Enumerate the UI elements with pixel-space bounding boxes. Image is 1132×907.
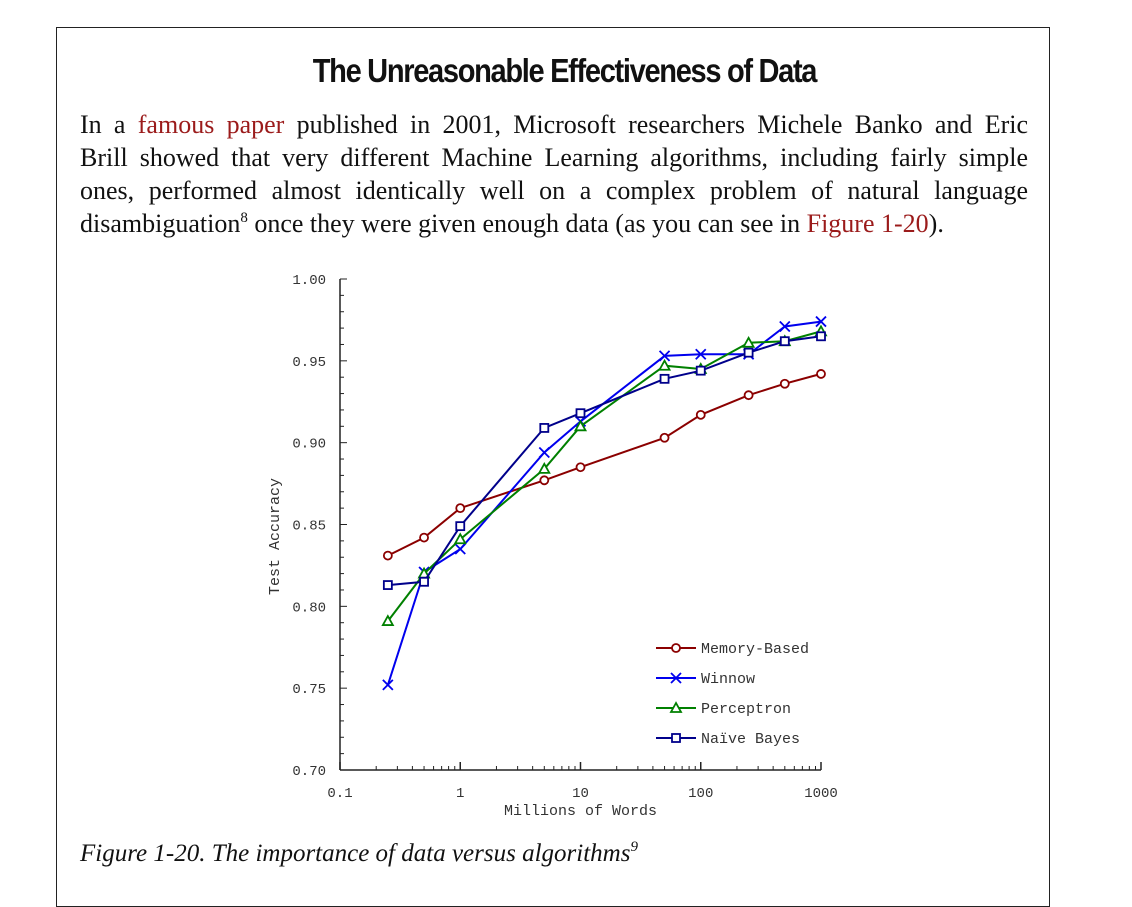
data-point-winnow — [382, 679, 394, 691]
legend-marker-na-ve-bayes — [671, 733, 681, 743]
paragraph-line-1: In a famous paper published in 2001, Mic… — [80, 108, 1028, 141]
data-point-memory-based — [455, 503, 466, 514]
data-point-memory-based — [575, 462, 586, 473]
text-run: once they were given enough data (as you… — [247, 209, 807, 238]
data-point-na-ve-bayes — [779, 336, 790, 347]
data-point-na-ve-bayes — [382, 580, 393, 590]
caption-text: Figure 1-20. The importance of data vers… — [80, 840, 631, 867]
paragraph-line-3: ones, performed almost identically well … — [80, 176, 1028, 205]
data-point-na-ve-bayes — [743, 347, 754, 358]
data-point-winnow — [779, 320, 791, 333]
chart-svg: 0.70 0.75 0.80 0.85 0.90 0.95 1.00 0.1 1 10 100 100… — [267, 273, 838, 820]
data-point-memory-based — [816, 369, 826, 379]
accuracy-chart: 0.70 0.75 0.80 0.85 0.90 0.95 1.00 0.1 1 10 100 100… — [250, 262, 870, 822]
data-point-winnow — [538, 446, 550, 459]
footnote-ref-9[interactable]: 9 — [630, 839, 638, 855]
data-point-memory-based — [779, 378, 790, 389]
data-point-perceptron — [453, 532, 467, 545]
x-tick-label: 100 — [688, 786, 713, 802]
paragraph-line-2: Brill showed that very different Machine… — [80, 143, 1028, 172]
data-point-na-ve-bayes — [695, 365, 706, 376]
footnote-ref-8[interactable]: 8 — [240, 210, 248, 226]
x-axis-label: Millions of Words — [504, 803, 657, 820]
data-point-memory-based — [743, 390, 754, 401]
x-tick-label: 10 — [572, 786, 589, 802]
data-point-na-ve-bayes — [455, 521, 466, 532]
data-point-na-ve-bayes — [659, 373, 670, 384]
y-tick-label: 0.75 — [292, 682, 326, 698]
body-paragraph: In a famous paper published in 2001, Mic… — [80, 108, 1028, 245]
data-point-perceptron — [573, 419, 588, 432]
legend-marker-perceptron — [669, 701, 683, 713]
legend-label-na-ve-bayes: Naïve Bayes — [701, 731, 800, 748]
data-point-memory-based — [382, 550, 393, 561]
data-point-winnow — [454, 543, 466, 555]
legend-label-winnow: Winnow — [701, 671, 755, 688]
data-point-memory-based — [419, 532, 429, 543]
data-point-winnow — [815, 315, 827, 328]
data-point-memory-based — [659, 432, 670, 443]
text-run: ). — [928, 209, 944, 238]
y-axis-label: Test Accuracy — [267, 478, 284, 595]
famous-paper-link[interactable]: famous paper — [137, 110, 285, 139]
figure-caption: Figure 1-20. The importance of data vers… — [80, 839, 638, 868]
legend-marker-memory-based — [671, 643, 681, 653]
data-point-perceptron — [742, 335, 756, 348]
data-point-memory-based — [695, 409, 706, 420]
legend-label-memory-based: Memory-Based — [701, 641, 809, 658]
y-tick-label: 0.85 — [292, 519, 326, 535]
y-tick-label: 0.90 — [292, 437, 326, 453]
x-tick-label: 1000 — [804, 786, 838, 802]
series-line-perceptron — [387, 330, 822, 622]
data-point-perceptron — [658, 358, 672, 371]
series-line-memory-based — [387, 372, 822, 557]
text-run: In a — [80, 110, 138, 139]
y-tick-label: 0.95 — [292, 355, 326, 371]
y-tick-label: 0.70 — [292, 764, 326, 780]
series-line-na-ve-bayes — [387, 335, 822, 587]
x-tick-label: 1 — [456, 786, 464, 802]
y-tick-label: 0.80 — [292, 600, 326, 616]
data-point-na-ve-bayes — [816, 331, 826, 342]
section-title: The Unreasonable Effectiveness of Data — [312, 52, 818, 89]
data-point-perceptron — [537, 462, 551, 474]
x-tick-label: 0.1 — [327, 786, 352, 802]
paragraph-line-4: disambiguation8 once they were given eno… — [80, 207, 1028, 245]
data-point-na-ve-bayes — [539, 423, 550, 433]
data-point-winnow — [658, 350, 671, 362]
data-point-winnow — [695, 348, 707, 360]
legend-label-perceptron: Perceptron — [701, 701, 791, 718]
text-run: published in 2001, Microsoft researchers… — [284, 110, 1029, 139]
data-point-perceptron — [381, 614, 395, 626]
y-tick-label: 1.00 — [292, 273, 326, 289]
series-line-winnow — [386, 320, 822, 686]
data-point-memory-based — [539, 475, 550, 486]
text-run: disambiguation — [80, 209, 241, 238]
legend-marker-winnow — [670, 672, 682, 684]
data-point-na-ve-bayes — [419, 576, 429, 587]
data-point-na-ve-bayes — [575, 408, 586, 419]
figure-ref-link[interactable]: Figure 1-20 — [806, 209, 929, 238]
